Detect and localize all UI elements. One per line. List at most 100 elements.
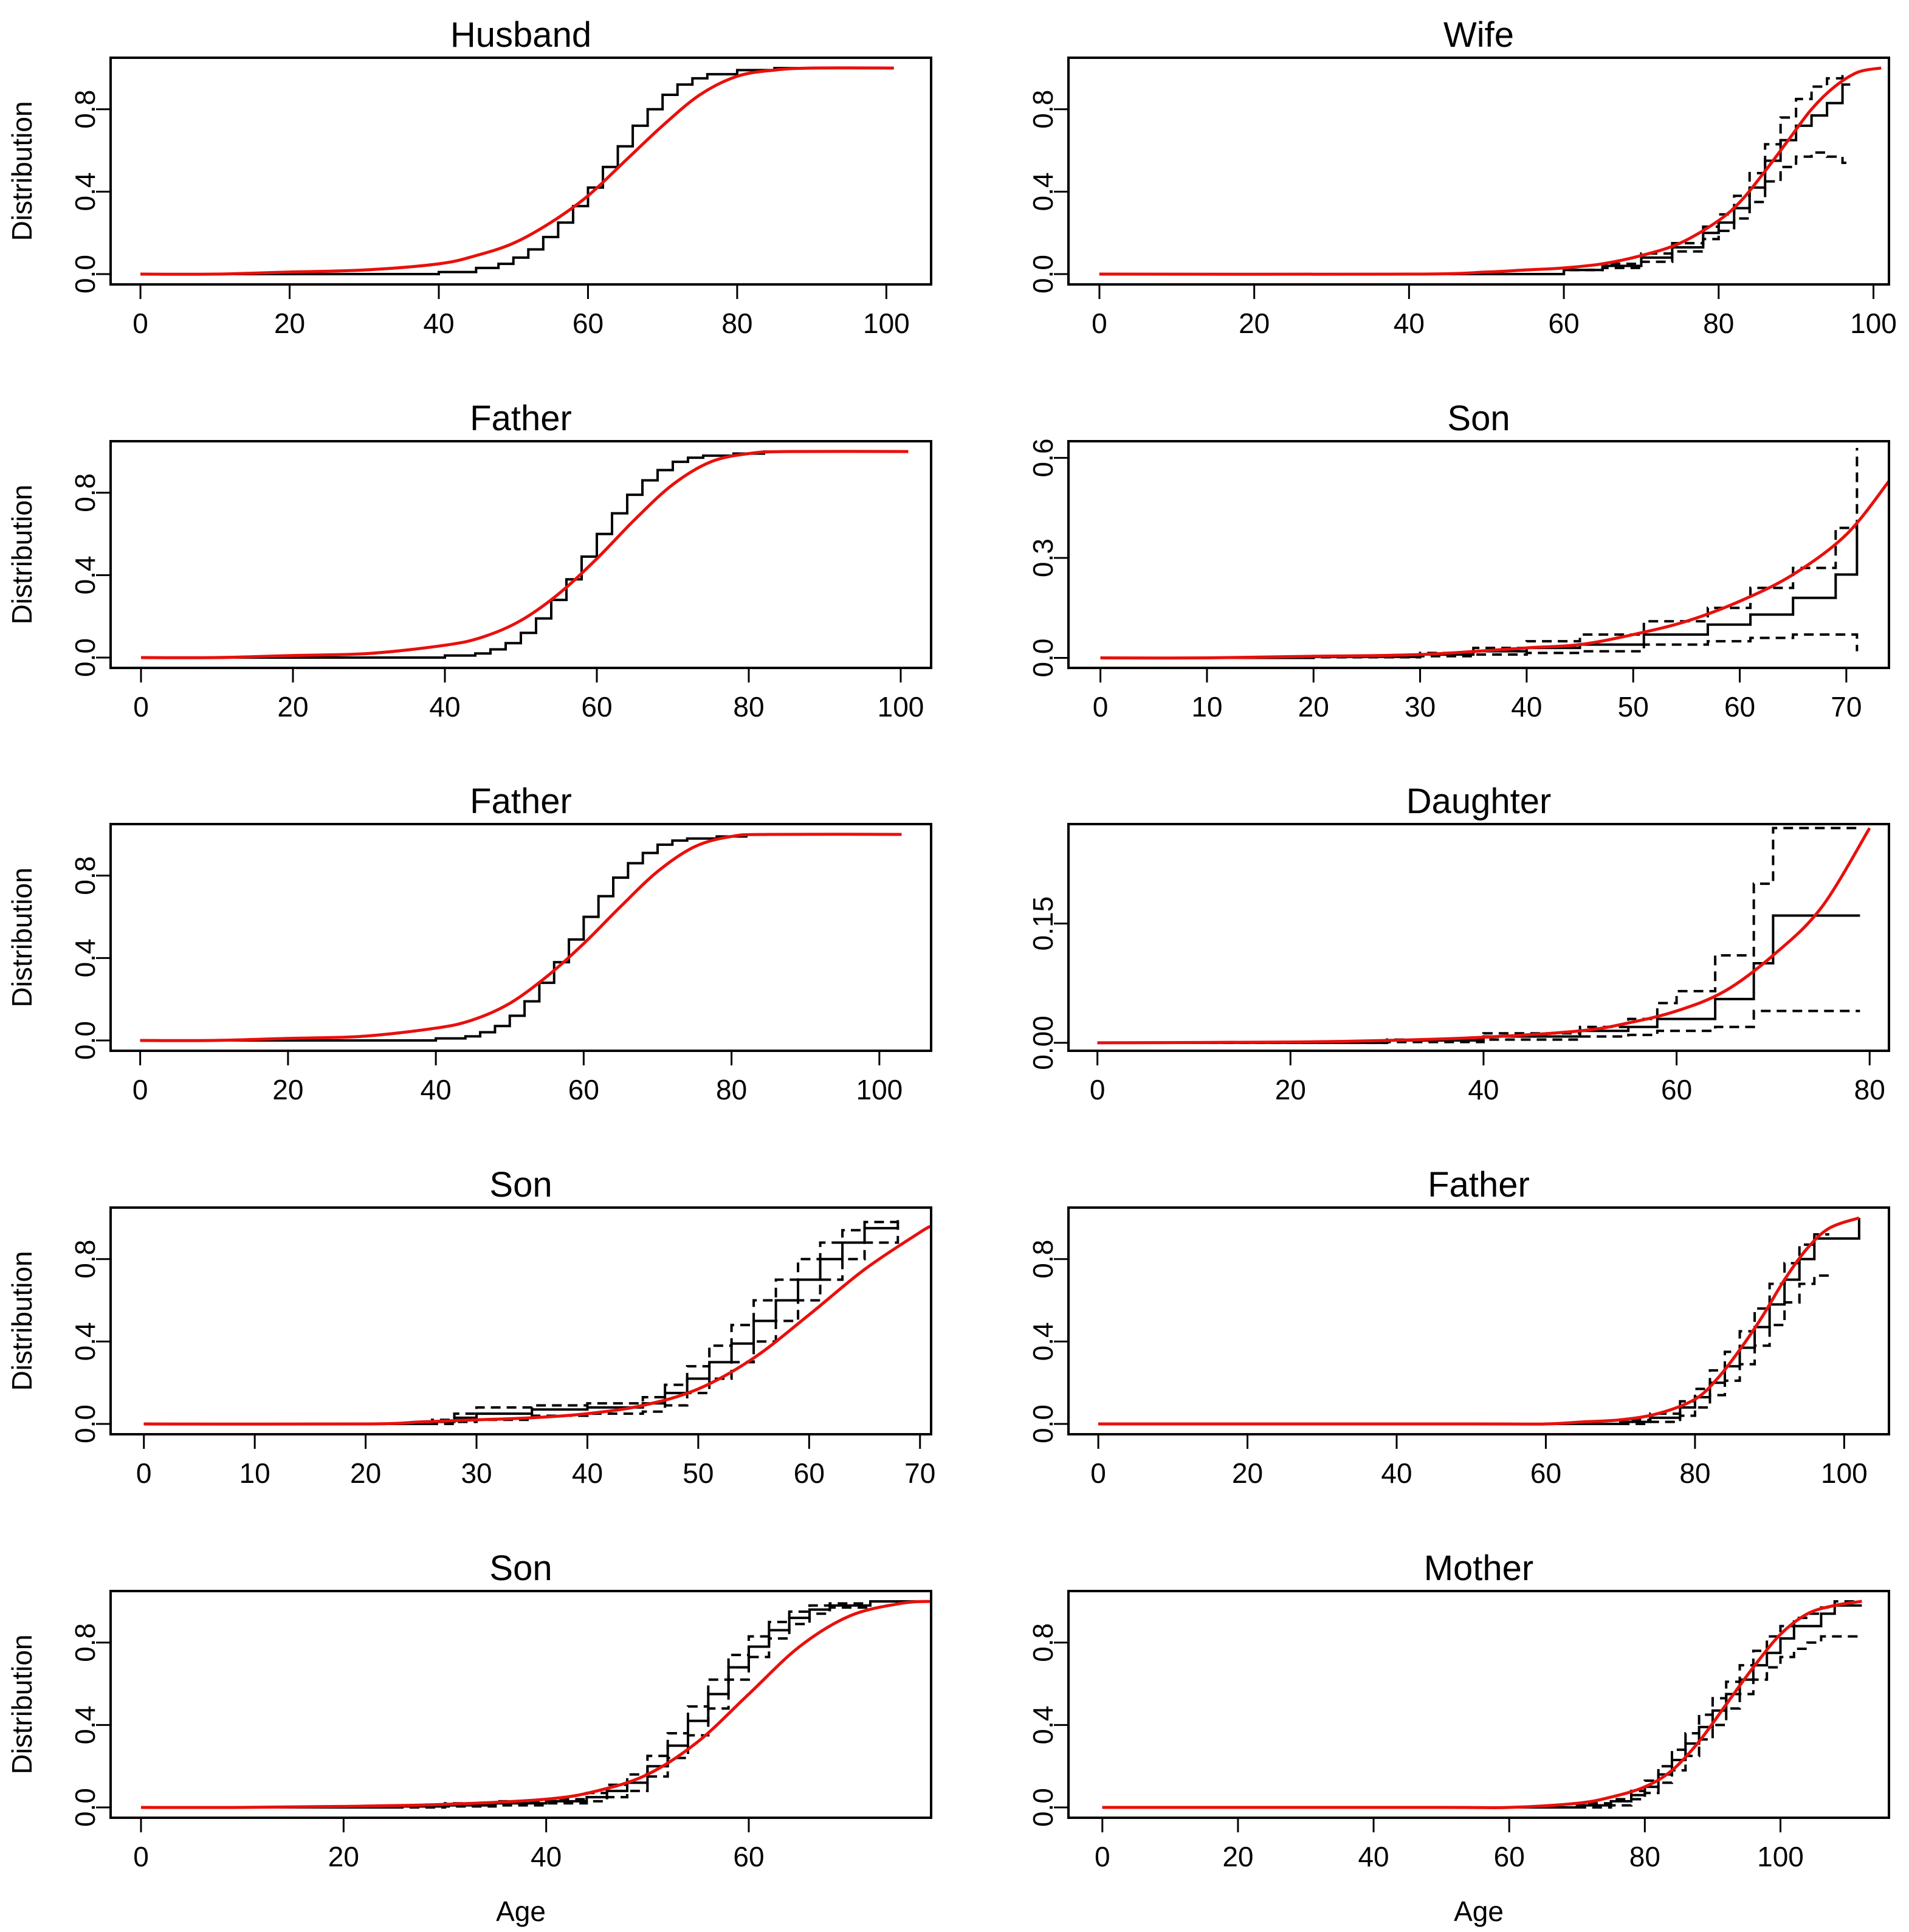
panel-5-father-ylabel: Distribution [6, 867, 38, 1007]
panel-8-father-series-group [1098, 1216, 1860, 1426]
panel-8-father-xtick-label: 40 [1381, 1457, 1412, 1489]
panel-8-father-ytick-label: 0.4 [1027, 1322, 1059, 1361]
panel-10-mother-ytick-label: 0.4 [1027, 1705, 1059, 1744]
panel-1-husband-xtick-label: 100 [863, 308, 910, 339]
panel-5-father-series-group [140, 833, 902, 1042]
panel-8-father-title: Father [1428, 1165, 1530, 1205]
panel-10-mother-xlabel: Age [1454, 1896, 1504, 1927]
panel-7-son-series-upper [143, 1220, 899, 1426]
panel-1-husband-series-group [140, 66, 894, 276]
panel-9-son-series-fitted [140, 1600, 931, 1809]
panel-1-husband: Husband Distribution 0.0 0.4 0.8 0 20 40 60 80 100 [6, 15, 932, 339]
panel-10-mother-xtick-label: 100 [1757, 1841, 1804, 1872]
panel-4-son-series-group [1100, 447, 1889, 660]
panel-9-son-frame [109, 1590, 932, 1819]
panel-2-wife-xtick-label: 0 [1092, 308, 1107, 339]
panel-6-daughter-series-fitted [1097, 827, 1871, 1045]
panel-1-husband-frame [109, 57, 932, 286]
panel-8-father: Father 0.0 0.4 0.8 0 20 40 60 80 100 [1027, 1165, 1890, 1489]
panel-6-daughter-ytick-label: 0.00 [1027, 1016, 1059, 1070]
panel-4-son-xtick-label: 20 [1298, 691, 1329, 723]
panel-4-son-ytick-label: 0.6 [1027, 438, 1059, 477]
panel-6-daughter-series-group [1097, 827, 1871, 1045]
panel-6-daughter-title: Daughter [1406, 782, 1552, 821]
panel-1-husband-xtick-label: 40 [423, 308, 454, 339]
panel-5-father-ytick-label: 0.8 [69, 856, 101, 895]
panel-10-mother-series-empirical [1102, 1604, 1862, 1809]
panel-2-wife-series-lower [1099, 151, 1851, 276]
panel-2-wife-xtick-label: 80 [1703, 308, 1734, 339]
panel-7-son-xtick-label: 10 [239, 1457, 270, 1489]
panel-6-daughter-frame [1067, 823, 1890, 1052]
panel-6-daughter-xtick-label: 60 [1661, 1074, 1692, 1105]
panel-5-father-xtick-label: 60 [568, 1074, 599, 1105]
panel-3-father-series-group [140, 450, 909, 659]
panel-8-father-series-lower [1098, 1274, 1829, 1426]
panel-6-daughter-series-empirical [1097, 914, 1860, 1044]
panel-3-father: Father Distribution 0.0 0.4 0.8 0 20 40 60 80 100 [6, 399, 932, 723]
panel-8-father-xtick-label: 80 [1679, 1457, 1710, 1489]
panel-3-father-frame [109, 440, 932, 669]
panel-9-son-xtick-label: 40 [531, 1841, 562, 1872]
panel-9-son-series-lower [141, 1603, 872, 1809]
panel-1-husband-ytick-label: 0.0 [69, 255, 101, 294]
panel-1-husband-xtick-label: 0 [132, 308, 148, 339]
panel-7-son-xtick-label: 50 [683, 1457, 714, 1489]
panel-8-father-xtick-label: 60 [1530, 1457, 1561, 1489]
panel-7-son: Son Distribution 0.0 0.4 0.8 0 10 20 30 40 50 60 70 [6, 1165, 935, 1489]
panel-7-son-ytick-label: 0.4 [69, 1322, 101, 1361]
panel-9-son-ytick-label: 0.0 [69, 1788, 101, 1827]
panel-2-wife-xtick-label: 60 [1549, 308, 1580, 339]
panel-7-son-frame [109, 1206, 932, 1435]
panel-4-son: Son 0.0 0.3 0.6 0 10 20 30 40 50 60 70 [1027, 399, 1890, 723]
panel-2-wife-frame [1067, 57, 1890, 286]
panel-7-son-series-fitted [143, 1225, 931, 1426]
panel-9-son-ytick-label: 0.8 [69, 1623, 101, 1662]
panel-10-mother-series-lower [1102, 1635, 1862, 1809]
panel-7-son-ytick-label: 0.0 [69, 1404, 101, 1443]
panel-9-son-series-empirical [141, 1600, 931, 1809]
panel-1-husband-series-fitted [140, 66, 894, 276]
panel-3-father-ylabel: Distribution [6, 484, 38, 624]
panel-9-son-xlabel: Age [496, 1896, 546, 1927]
panel-2-wife-ytick-label: 0.0 [1027, 255, 1059, 294]
panel-8-father-xtick-label: 20 [1232, 1457, 1263, 1489]
panel-3-father-xtick-label: 40 [429, 691, 460, 723]
panel-3-father-title: Father [470, 399, 572, 438]
panel-3-father-xtick-label: 60 [581, 691, 612, 723]
panel-3-father-series-fitted [140, 450, 909, 659]
panel-7-son-ytick-label: 0.8 [69, 1240, 101, 1279]
panel-3-father-xtick-label: 20 [277, 691, 308, 723]
panel-7-son-xtick-label: 20 [350, 1457, 381, 1489]
panel-9-son-ylabel: Distribution [6, 1634, 38, 1774]
panel-8-father-ytick-label: 0.8 [1027, 1240, 1059, 1279]
panel-10-mother-xtick-label: 20 [1222, 1841, 1253, 1872]
panel-8-father-frame [1067, 1206, 1890, 1435]
panel-7-son-xtick-label: 70 [904, 1457, 935, 1489]
panel-2-wife-xtick-label: 20 [1239, 308, 1270, 339]
panel-1-husband-ytick-label: 0.4 [69, 172, 101, 211]
panel-7-son-series-lower [143, 1226, 899, 1426]
panel-6-daughter-xtick-label: 40 [1468, 1074, 1499, 1105]
panel-9-son-series-upper [141, 1601, 872, 1809]
panel-4-son-xtick-label: 10 [1191, 691, 1222, 723]
panel-10-mother-series-upper [1102, 1600, 1862, 1809]
panel-5-father-ytick-label: 0.4 [69, 938, 101, 977]
panel-4-son-xtick-label: 40 [1511, 691, 1542, 723]
panel-5-father-ytick-label: 0.0 [69, 1021, 101, 1060]
panel-4-son-ytick-label: 0.0 [1027, 639, 1059, 678]
panel-9-son-xtick-label: 20 [328, 1841, 359, 1872]
panel-9-son: Son Distribution Age 0.0 0.4 0.8 0 20 40 60 [6, 1549, 932, 1927]
panel-6-daughter-xtick-label: 80 [1854, 1074, 1885, 1105]
panel-4-son-title: Son [1447, 399, 1510, 438]
panel-4-son-xtick-label: 70 [1831, 691, 1862, 723]
panel-6-daughter-xtick-label: 20 [1275, 1074, 1306, 1105]
panel-7-son-title: Son [489, 1165, 552, 1205]
panel-4-son-series-empirical [1100, 528, 1859, 659]
panel-3-father-series-empirical [141, 450, 909, 659]
panel-5-father-xtick-label: 20 [272, 1074, 303, 1105]
panel-10-mother-frame [1067, 1590, 1890, 1819]
panel-3-father-ytick-label: 0.8 [69, 473, 101, 512]
panel-2-wife-xtick-label: 100 [1850, 308, 1897, 339]
